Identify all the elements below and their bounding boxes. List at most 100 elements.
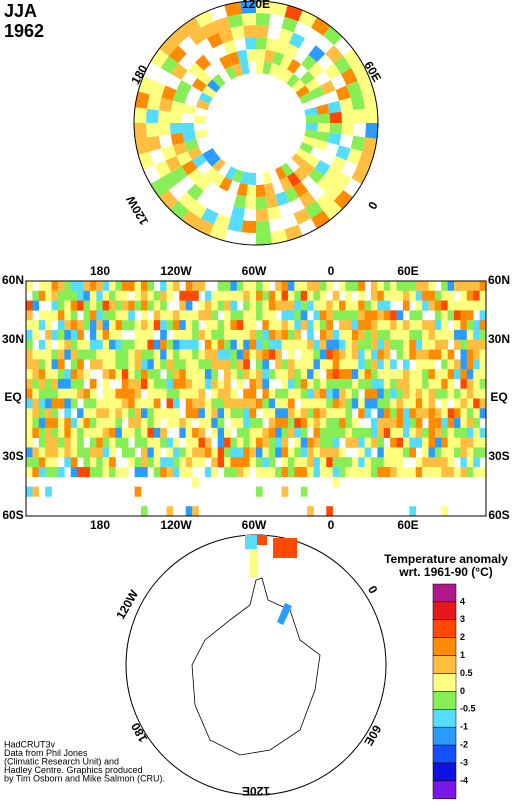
grid-cell [466, 467, 474, 478]
grid-cell [26, 388, 33, 399]
grid-cell [454, 339, 461, 350]
grid-cell [365, 107, 379, 123]
grid-cell [279, 176, 293, 192]
grid-cell [281, 467, 289, 478]
grid-cell [371, 359, 378, 370]
grid-cell [460, 329, 468, 341]
grid-cell [364, 447, 372, 458]
grid-cell [365, 123, 379, 139]
grid-cell [96, 427, 103, 438]
grid-cell [147, 300, 155, 311]
grid-cell [246, 48, 256, 62]
grid-cell [38, 398, 46, 409]
grid-cell [236, 398, 244, 409]
grid-cell [121, 388, 129, 399]
grid-cell [179, 457, 187, 468]
grid-cell [299, 160, 315, 176]
legend-swatch [432, 601, 457, 621]
grid-cell [217, 281, 225, 292]
grid-cell [204, 290, 212, 301]
grid-cell [371, 300, 378, 311]
grid-cell [147, 457, 155, 468]
grid-cell [211, 369, 218, 380]
grid-cell [326, 378, 333, 390]
grid-cell [141, 329, 148, 341]
grid-cell [169, 200, 189, 220]
grid-cell [314, 160, 331, 176]
grid-cell [390, 339, 397, 350]
grid-cell [32, 486, 40, 497]
grid-cell [287, 359, 295, 370]
grid-cell [145, 108, 159, 123]
grid-cell [447, 447, 455, 458]
grid-cell [32, 418, 40, 429]
grid-cell [287, 408, 295, 419]
grid-cell [217, 349, 225, 360]
grid-cell [466, 359, 474, 370]
grid-cell [460, 388, 468, 399]
grid-cell [147, 359, 155, 370]
grid-cell [147, 398, 155, 409]
grid-cell [287, 310, 295, 321]
grid-cell [358, 300, 365, 311]
grid-cell [153, 320, 161, 331]
grid-cell [102, 398, 110, 409]
grid-cell [415, 281, 423, 292]
grid-cell [415, 339, 423, 350]
grid-cell [409, 437, 417, 448]
grid-cell [115, 349, 123, 360]
grid-cell [327, 132, 342, 146]
grid-cell [466, 300, 474, 311]
lon-label: 60E [397, 518, 418, 532]
grid-cell [434, 467, 442, 478]
grid-cell [332, 457, 340, 468]
grid-cell [270, 2, 288, 17]
grid-cell [275, 320, 282, 331]
grid-cell [294, 339, 302, 350]
grid-cell [192, 457, 199, 468]
grid-cell [256, 467, 263, 478]
grid-cell [428, 437, 436, 448]
grid-cell [319, 388, 327, 399]
grid-cell [192, 359, 199, 370]
grid-cell [64, 378, 72, 390]
grid-cell [351, 457, 359, 468]
grid-cell [204, 418, 212, 429]
grid-cell [121, 300, 129, 311]
grid-cell [230, 339, 238, 350]
grid-cell [243, 398, 250, 409]
grid-cell [83, 447, 91, 458]
grid-cell [332, 437, 340, 448]
grid-cell [89, 320, 97, 331]
grid-cell [454, 467, 461, 478]
grid-cell [249, 378, 257, 390]
grid-cell [281, 310, 289, 321]
grid-cell [51, 310, 59, 321]
grid-cell [244, 196, 256, 210]
grid-cell [121, 467, 129, 478]
grid-cell [434, 457, 442, 468]
grid-cell [351, 300, 359, 311]
grid-cell [479, 310, 487, 321]
lon-label: 0 [328, 518, 335, 532]
grid-cell [153, 378, 161, 390]
grid-cell [169, 26, 189, 46]
grid-cell [246, 184, 256, 198]
grid-cell [281, 486, 289, 497]
grid-cell [249, 418, 257, 429]
grid-cell [294, 300, 302, 311]
grid-cell [236, 310, 244, 321]
grid-cell [198, 447, 206, 458]
grid-cell [428, 349, 436, 360]
grid-cell [268, 369, 276, 380]
grid-cell [422, 388, 429, 399]
grid-cell [281, 378, 289, 390]
grid-cell [160, 378, 167, 390]
grid-cell [243, 408, 250, 419]
grid-cell [179, 320, 187, 331]
grid-cell [256, 196, 268, 210]
grid-cell [479, 290, 487, 301]
grid-cell [57, 388, 65, 399]
grid-cell [160, 172, 179, 190]
grid-cell [351, 329, 359, 341]
